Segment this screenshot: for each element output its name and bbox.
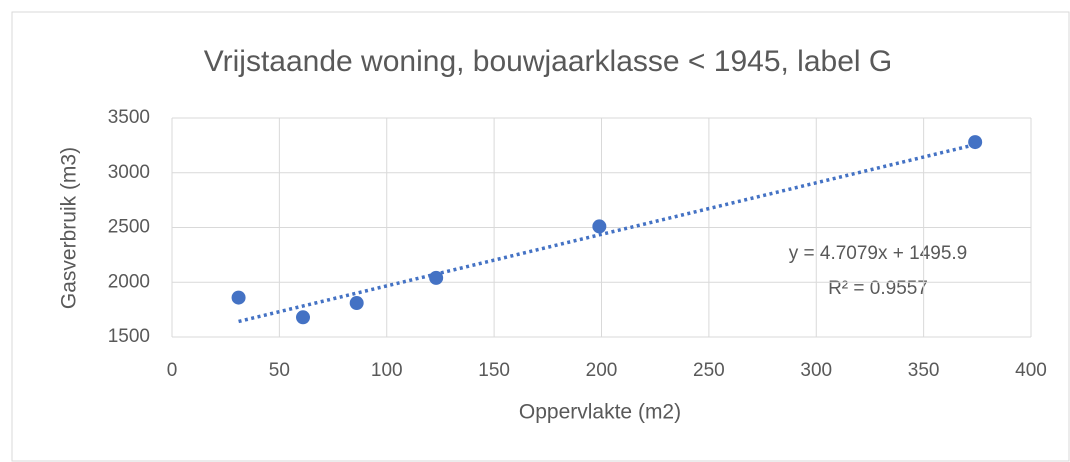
point — [349, 296, 364, 311]
point — [592, 219, 607, 234]
x-tick-label: 400 — [1015, 360, 1047, 381]
x-tick-label: 300 — [800, 360, 832, 381]
chart-title: Vrijstaande woning, bouwjaarklasse < 194… — [204, 45, 892, 78]
x-tick-label: 0 — [167, 360, 178, 381]
point — [429, 270, 444, 285]
point — [231, 290, 246, 305]
x-tick-label: 250 — [693, 360, 725, 381]
trendline — [238, 142, 976, 324]
x-tick-label: 350 — [908, 360, 940, 381]
y-tick-label: 3500 — [108, 107, 150, 128]
x-tick-label: 150 — [478, 360, 510, 381]
y-tick-label: 2000 — [108, 271, 150, 292]
x-tick-label: 200 — [586, 360, 618, 381]
y-axis-label: Gasverbruik (m3) — [58, 147, 81, 309]
x-tick-label: 50 — [269, 360, 290, 381]
trendline-equation: y = 4.7079x + 1495.9 — [789, 243, 968, 264]
chart-border — [11, 11, 1070, 462]
y-tick-label: 2500 — [108, 217, 150, 238]
y-tick-label: 3000 — [108, 162, 150, 183]
y-tick-label: 1500 — [108, 326, 150, 347]
x-axis-label: Oppervlakte (m2) — [519, 401, 681, 424]
point — [968, 135, 983, 150]
r-squared: R² = 0.9557 — [828, 278, 928, 299]
point — [295, 310, 310, 325]
x-tick-label: 100 — [371, 360, 403, 381]
